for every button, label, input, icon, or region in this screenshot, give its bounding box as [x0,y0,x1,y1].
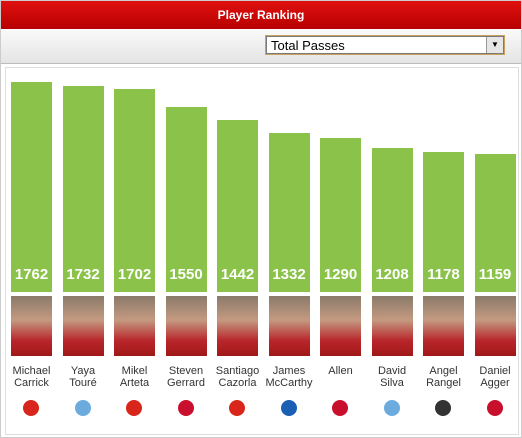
player-name: Santiago Cazorla [215,365,260,389]
player-photo [268,296,310,356]
bar [268,133,310,292]
club-logo [435,400,451,416]
player-name: Steven Gerrard [167,365,205,389]
title: Player Ranking [1,1,521,29]
player-photo [371,296,413,356]
bar [11,82,52,292]
player-photo [474,296,516,356]
club-logo [177,400,194,416]
value-label: 1550 [169,266,203,283]
player-name: Daniel Agger [479,365,511,389]
player-photo [217,296,258,356]
player-photo [62,296,104,356]
club-logo [332,400,348,416]
player-name: David Silva [377,365,407,389]
bar [165,107,207,292]
bar [62,85,104,292]
player-name: Michael Carrick [12,365,51,389]
player-photo [165,296,207,356]
player-name: Angel Rangel [426,365,461,389]
value-label: 1332 [272,266,306,283]
bar [371,148,413,292]
bar [474,153,516,292]
select-text: Total Passes [271,38,345,53]
player-name: James McCarthy [265,365,313,389]
bar [217,120,258,292]
player-photo [11,296,52,356]
toolbar: Total Passes ▼ [1,29,521,64]
bar [423,151,464,292]
bar [114,89,155,292]
value-label: 1762 [14,266,49,283]
value-label: 1290 [323,266,358,283]
metric-select[interactable]: Total Passes ▼ [265,35,505,55]
player-photo [423,296,464,356]
chart-area: 1762 Michael Carrick 1732 Yaya Touré 1702 Mik… [5,67,519,435]
value-label: 1178 [427,266,460,283]
player-name: Allen [328,365,353,377]
value-label: 1442 [220,266,255,283]
value-label: 1208 [375,266,409,283]
player-name: Mikel Arteta [119,365,150,389]
select-arrow[interactable]: ▼ [486,37,503,53]
value-label: 1702 [117,266,152,283]
value-label: 1732 [66,266,100,283]
club-logo [280,400,297,416]
bar [320,138,361,292]
club-logo [383,400,400,416]
club-logo [74,400,91,416]
club-logo [23,400,39,416]
value-label: 1159 [478,266,512,283]
club-logo [229,400,245,416]
player-photo [320,296,361,356]
club-logo [126,400,142,416]
player-name: Yaya Touré [69,365,97,389]
club-logo [486,400,503,416]
player-photo [114,296,155,356]
